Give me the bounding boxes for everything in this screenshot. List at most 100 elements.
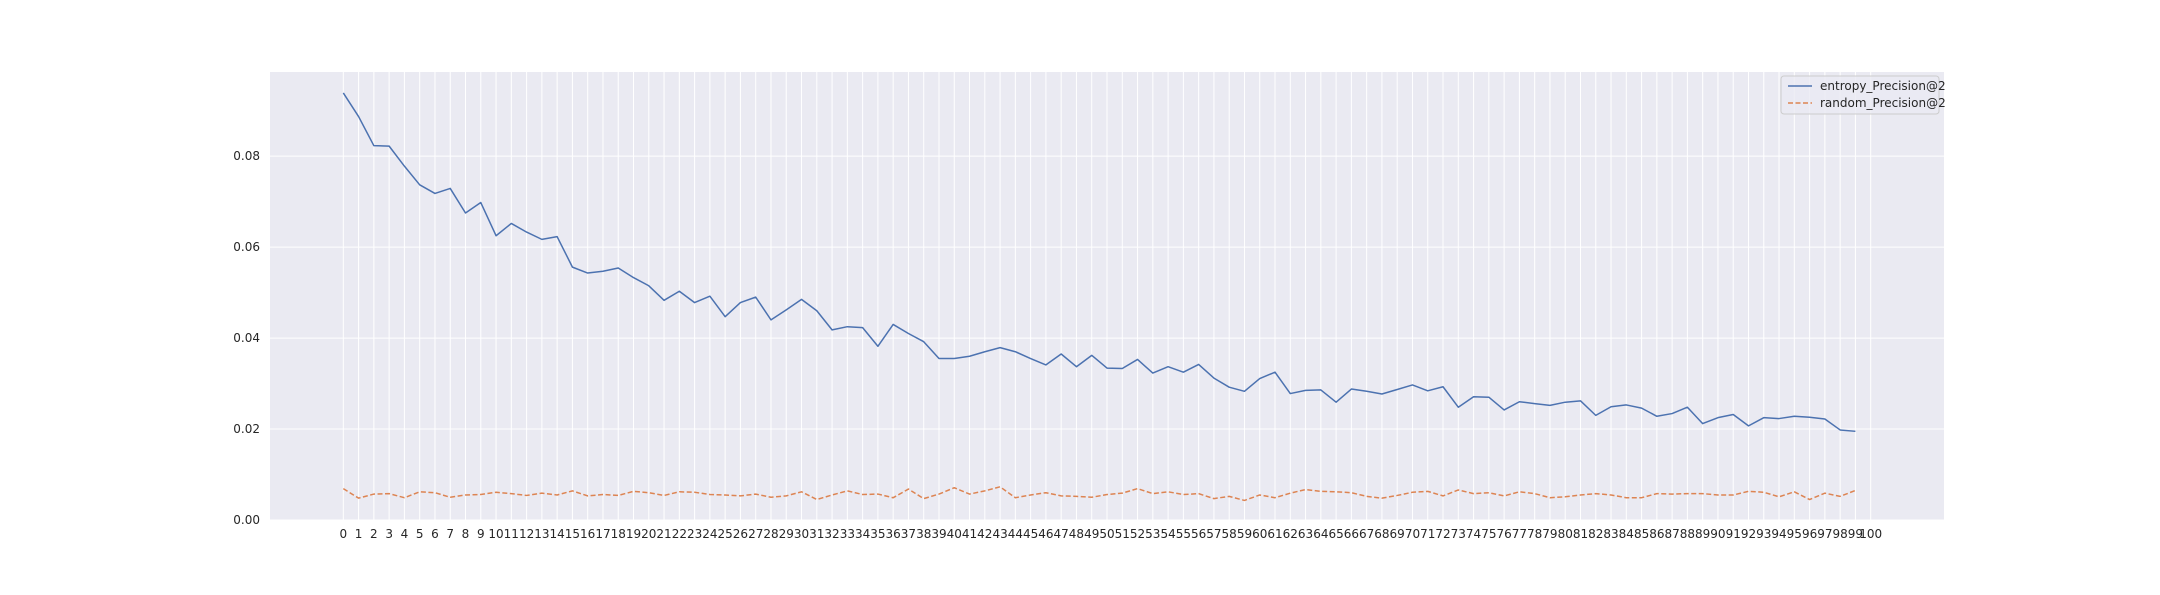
legend-box: [1780, 75, 1940, 115]
x-tick-label: 29: [779, 527, 794, 541]
y-tick-label: 0.04: [233, 331, 260, 345]
legend: entropy_Precision@2 random_Precision@2: [1780, 75, 1946, 115]
y-tick-label: 0.02: [233, 422, 260, 436]
y-tick-label: 0.06: [233, 240, 260, 254]
x-tick-label: 87: [1664, 527, 1679, 541]
x-tick-label: 10: [488, 527, 503, 541]
x-tick-label: 32: [824, 527, 839, 541]
x-tick-label: 31: [809, 527, 824, 541]
x-tick-label: 4: [401, 527, 409, 541]
x-tick-label: 26: [733, 527, 748, 541]
x-tick-label: 54: [1160, 527, 1175, 541]
x-tick-label: 55: [1176, 527, 1191, 541]
x-tick-label: 3: [385, 527, 393, 541]
x-tick-label: 40: [947, 527, 962, 541]
x-tick-label: 11: [504, 527, 519, 541]
x-tick-label: 18: [611, 527, 626, 541]
x-tick-label: 63: [1298, 527, 1313, 541]
x-tick-label: 25: [718, 527, 733, 541]
y-tick-labels: 0.00 0.02 0.04 0.06 0.08: [233, 149, 260, 527]
x-tick-label: 36: [886, 527, 901, 541]
x-tick-label: 22: [672, 527, 687, 541]
x-tick-label: 90: [1710, 527, 1725, 541]
x-tick-label: 46: [1038, 527, 1053, 541]
x-tick-label: 73: [1451, 527, 1466, 541]
x-tick-label: 69: [1390, 527, 1405, 541]
x-tick-label: 5: [416, 527, 424, 541]
x-tick-label: 34: [855, 527, 870, 541]
x-tick-label: 91: [1726, 527, 1741, 541]
x-tick-label: 50: [1099, 527, 1114, 541]
series-line-random: [342, 486, 1856, 502]
x-tick-label: 64: [1313, 527, 1328, 541]
x-tick-label: 96: [1802, 527, 1817, 541]
x-tick-label: 44: [1008, 527, 1023, 541]
x-tick-label: 76: [1496, 527, 1511, 541]
series-layer: [342, 92, 1856, 502]
x-tick-label: 24: [702, 527, 717, 541]
x-tick-label: 82: [1588, 527, 1603, 541]
x-tick-label: 67: [1359, 527, 1374, 541]
x-tick-label: 89: [1695, 527, 1710, 541]
y-tick-label: 0.00: [233, 513, 260, 527]
y-gridlines: [270, 155, 1944, 521]
x-tick-label: 88: [1680, 527, 1695, 541]
x-tick-label: 81: [1573, 527, 1588, 541]
x-tick-label: 43: [992, 527, 1007, 541]
x-tick-label: 35: [870, 527, 885, 541]
x-tick-label: 2: [370, 527, 378, 541]
x-tick-label: 99: [1848, 527, 1863, 541]
x-tick-label: 37: [901, 527, 916, 541]
x-tick-label: 79: [1542, 527, 1557, 541]
x-tick-label: 86: [1649, 527, 1664, 541]
x-tick-label: 13: [534, 527, 549, 541]
x-tick-label: 19: [626, 527, 641, 541]
x-tick-label: 77: [1512, 527, 1527, 541]
x-tick-label: 100: [1859, 527, 1882, 541]
x-tick-label: 28: [763, 527, 778, 541]
x-tick-label: 58: [1222, 527, 1237, 541]
x-tick-label: 62: [1283, 527, 1298, 541]
x-tick-label: 21: [656, 527, 671, 541]
x-tick-label: 65: [1328, 527, 1343, 541]
x-tick-label: 60: [1252, 527, 1267, 541]
x-tick-label: 12: [519, 527, 534, 541]
x-tick-label: 9: [477, 527, 485, 541]
x-tick-label: 84: [1619, 527, 1634, 541]
x-tick-label: 59: [1237, 527, 1252, 541]
x-tick-label: 15: [565, 527, 580, 541]
x-tick-label: 49: [1084, 527, 1099, 541]
x-tick-label: 75: [1481, 527, 1496, 541]
x-tick-label: 23: [687, 527, 702, 541]
x-tick-label: 39: [931, 527, 946, 541]
x-tick-label: 98: [1832, 527, 1847, 541]
x-tick-label: 6: [431, 527, 439, 541]
x-tick-label: 20: [641, 527, 656, 541]
x-tick-label: 93: [1756, 527, 1771, 541]
x-tick-label: 7: [446, 527, 454, 541]
x-tick-label: 80: [1558, 527, 1573, 541]
x-tick-label: 70: [1405, 527, 1420, 541]
x-tick-label: 1: [355, 527, 363, 541]
series-line-entropy: [342, 92, 1856, 433]
x-tick-label: 48: [1069, 527, 1084, 541]
x-tick-label: 71: [1420, 527, 1435, 541]
x-tick-label: 97: [1817, 527, 1832, 541]
x-tick-label: 33: [840, 527, 855, 541]
x-tick-label: 27: [748, 527, 763, 541]
x-tick-label: 42: [977, 527, 992, 541]
y-tick-label: 0.08: [233, 149, 260, 163]
x-tick-label: 78: [1527, 527, 1542, 541]
x-tick-label: 83: [1603, 527, 1618, 541]
x-tick-label: 16: [580, 527, 595, 541]
x-tick-label: 38: [916, 527, 931, 541]
x-tick-label: 95: [1787, 527, 1802, 541]
x-tick-label: 61: [1267, 527, 1282, 541]
x-tick-label: 8: [462, 527, 470, 541]
x-tick-label: 72: [1435, 527, 1450, 541]
x-tick-label: 85: [1634, 527, 1649, 541]
x-tick-label: 53: [1145, 527, 1160, 541]
x-tick-label: 17: [595, 527, 610, 541]
x-tick-label: 14: [550, 527, 565, 541]
